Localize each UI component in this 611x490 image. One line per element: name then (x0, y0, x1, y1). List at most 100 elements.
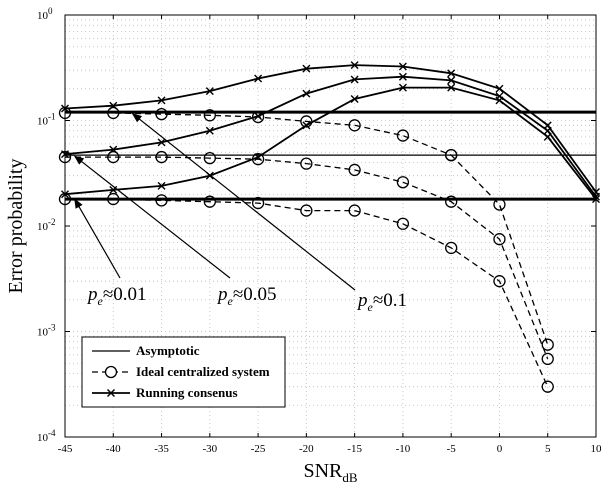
data-point-x (109, 145, 118, 154)
data-point-x (398, 83, 407, 92)
data-point-circle (348, 163, 361, 177)
annotation-symbol: p (356, 290, 368, 311)
data-point-x (447, 76, 456, 85)
x-tick-label: -15 (347, 443, 362, 455)
data-point-x (350, 61, 359, 70)
data-point-x (447, 69, 456, 78)
series-line (65, 156, 549, 360)
data-point-circle (348, 204, 361, 217)
data-point-circle (155, 194, 168, 207)
series-running (61, 72, 600, 201)
data-point-circle (251, 196, 265, 210)
data-point-circle (445, 148, 458, 162)
data-point-x (447, 83, 456, 92)
data-point-x (398, 72, 407, 81)
x-stroke (398, 62, 407, 71)
data-point-x (302, 89, 311, 98)
x-stroke (543, 126, 552, 135)
series-line (450, 154, 549, 345)
data-point-circle (493, 275, 506, 288)
data-point-circle (348, 119, 361, 132)
x-stroke (302, 89, 311, 98)
annotation-pe-label: pe≈0.01 (74, 198, 147, 308)
legend-item: Running consenus (92, 385, 238, 400)
data-point-circle (107, 192, 120, 206)
legend-item: Asymptotic (92, 343, 200, 358)
x-stroke (205, 87, 214, 96)
x-tick-label: -40 (106, 443, 121, 455)
data-point-x (302, 121, 311, 130)
y-tick-label: 100 (37, 6, 53, 22)
y-tick-label: 10-1 (37, 112, 56, 128)
series-running (61, 83, 600, 204)
x-stroke (157, 96, 166, 105)
annotation-arrow (73, 155, 231, 279)
data-point-x (302, 64, 311, 73)
annotation-value: ≈0.05 (233, 284, 277, 305)
x-stroke (254, 74, 263, 83)
data-point-circle (203, 195, 216, 208)
x-stroke (350, 94, 359, 103)
x-tick-label: -25 (251, 443, 266, 455)
x-stroke (302, 121, 311, 130)
legend-label: Running consenus (136, 385, 238, 400)
series-line (64, 75, 597, 198)
y-tick-exponent: 0 (48, 6, 53, 16)
x-stroke (398, 72, 407, 81)
x-stroke (447, 76, 456, 85)
y-tick-base: 10 (37, 432, 49, 444)
y-axis-label: Error probability (5, 159, 27, 294)
x-tick-label: 0 (497, 443, 503, 455)
x-stroke (302, 64, 311, 73)
series-running (61, 61, 600, 197)
annotation-text: pe≈0.1 (356, 290, 407, 314)
data-point-x (495, 96, 504, 105)
x-stroke (447, 83, 456, 92)
legend-label: Ideal centralized system (136, 364, 270, 379)
data-point-x (205, 87, 214, 96)
data-point-x (350, 75, 359, 84)
data-point-x (398, 62, 407, 71)
data-point-circle (541, 380, 554, 393)
data-point-circle (107, 150, 120, 164)
x-axis-label-main: SNR (303, 460, 343, 482)
data-point-circle (493, 198, 506, 211)
y-tick-exponent: -2 (48, 217, 56, 227)
y-tick-base: 10 (37, 327, 49, 339)
y-tick-label: 10-2 (37, 217, 56, 233)
annotation-subscript: e (228, 294, 234, 308)
x-tick-label: -10 (396, 443, 411, 455)
data-point-x (157, 96, 166, 105)
legend-item: Ideal centralized system (92, 364, 270, 379)
annotation-arrow (131, 113, 356, 291)
y-tick-base: 10 (37, 10, 49, 22)
x-stroke (543, 132, 552, 141)
annotation-value: ≈0.01 (103, 284, 147, 305)
annotation-text: pe≈0.01 (86, 284, 147, 308)
legend: Asymptotic Ideal centralized system Runnin… (81, 336, 286, 408)
data-point-circle (203, 151, 216, 165)
series-layer (58, 61, 600, 393)
y-tick-exponent: -3 (48, 323, 56, 333)
x-stroke (254, 112, 263, 121)
series-ideal (445, 148, 554, 351)
legend-marker-x (107, 389, 115, 397)
annotation-value: ≈0.1 (373, 290, 407, 311)
axes-layer (64, 14, 597, 438)
data-point-circle (396, 129, 410, 142)
series-line (64, 86, 597, 200)
annotation-text: pe≈0.05 (216, 284, 277, 308)
tick-labels: -45 -40 -35 -30 -25 -20 -15 -10 -5 0 5 1010010-110-… (37, 6, 602, 455)
x-tick-label: 5 (545, 443, 551, 455)
x-stroke (157, 181, 166, 190)
x-stroke (205, 126, 214, 135)
x-stroke (350, 75, 359, 84)
annotation-layer: pe≈0.01 pe≈0.05 pe≈0.1 (73, 113, 407, 314)
data-point-x (543, 132, 552, 141)
data-point-x (254, 74, 263, 83)
y-tick-exponent: -4 (48, 428, 56, 438)
annotation-arrow (74, 198, 121, 279)
data-point-circle (541, 352, 554, 366)
data-point-circle (203, 109, 216, 122)
data-point-circle (300, 204, 313, 217)
